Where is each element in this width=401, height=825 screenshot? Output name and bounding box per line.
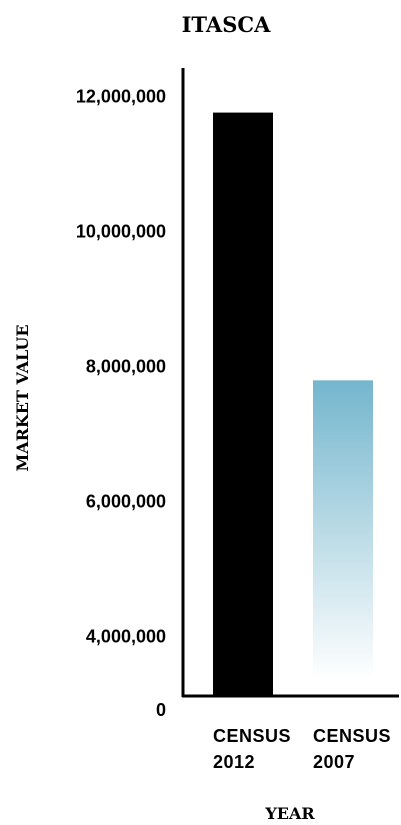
x-axis-title: YEAR — [264, 804, 315, 823]
y-tick-label: 6,000,000 — [86, 491, 166, 511]
y-axis-tick-labels: 4,000,000 6,000,000 8,000,000 10,000,000 12,… — [76, 87, 166, 647]
x-axis-category-labels: CENSUS 2012 CENSUS 2007 — [213, 726, 391, 772]
chart-title: ITASCA — [182, 12, 271, 37]
x-category-label: 2007 — [313, 752, 355, 772]
bar-census-2007 — [313, 380, 373, 680]
y-tick-label: 12,000,000 — [76, 87, 166, 107]
y-tick-label: 4,000,000 — [86, 626, 166, 646]
x-category-label: 2012 — [213, 752, 255, 772]
x-category-label: CENSUS — [313, 726, 391, 746]
x-category-label: CENSUS — [213, 726, 291, 746]
bar-census-2012 — [213, 112, 273, 697]
y-axis-title: MARKET VALUE — [13, 324, 32, 471]
bars — [213, 112, 373, 697]
y-axis-baseline-label: 0 — [156, 700, 166, 720]
y-tick-label: 8,000,000 — [86, 357, 166, 377]
y-tick-label: 10,000,000 — [76, 222, 166, 242]
